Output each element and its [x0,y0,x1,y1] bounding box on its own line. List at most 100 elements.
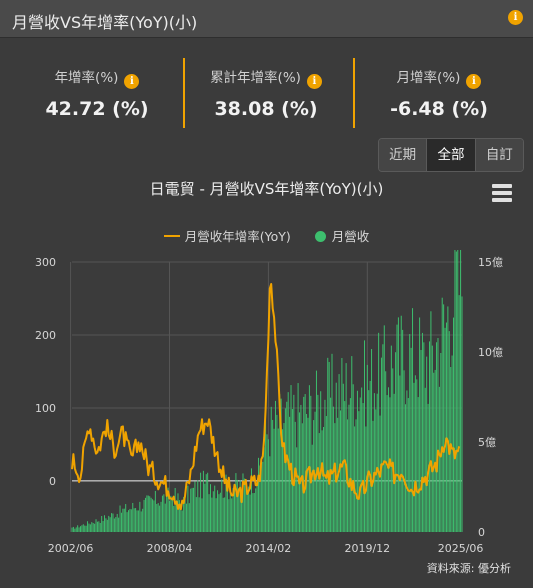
revenue-bar [253,492,255,532]
revenue-bar [276,414,278,532]
revenue-bar [91,522,93,532]
revenue-bar [342,383,344,532]
revenue-bar [99,522,101,532]
revenue-bar [407,398,409,532]
revenue-bar [424,387,426,532]
yoy-line [71,283,461,511]
revenue-bar [163,494,165,532]
stats-row: 年增率(%) i 42.72 (%) 累計年增率(%) i 38.08 (%) 月增… [0,56,533,130]
legend-label-revenue: 月營收 [331,229,370,244]
stat-mom-label: 月增率(%) [396,70,461,86]
revenue-bar [92,523,94,532]
range-all-button[interactable]: 全部 [427,139,476,171]
info-icon[interactable]: i [466,74,482,89]
revenue-bar [123,508,125,532]
revenue-bar [71,527,73,532]
data-source: 資料來源: 優分析 [426,562,511,575]
revenue-bar [263,447,265,532]
revenue-bar [193,487,195,532]
revenue-bar [335,382,337,532]
revenue-bar [397,317,399,532]
legend-item-yoy[interactable]: 月營收年增率(YoY) [163,226,291,245]
stat-yoy-value: 42.72 (%) [45,98,149,120]
stat-mom-value: -6.48 (%) [390,98,488,120]
revenue-bar [129,508,131,532]
revenue-bar [239,480,241,532]
revenue-bar [113,518,115,532]
revenue-bar [383,325,385,532]
revenue-bar [267,439,269,532]
chart-menu-icon[interactable] [489,182,515,206]
legend-item-revenue[interactable]: 月營收 [314,226,370,245]
revenue-bar [178,500,180,532]
chart-title: 日電貿 - 月營收VS年增率(YoY)(小) [149,180,384,198]
revenue-bar [207,472,209,532]
y-right-tick-label: 15億 [478,256,503,269]
legend-label-yoy: 月營收年增率(YoY) [184,229,291,244]
revenue-bar [198,497,200,532]
revenue-bar [371,349,373,532]
range-recent-button[interactable]: 近期 [379,139,428,171]
revenue-bar [245,479,247,532]
revenue-bar [140,511,142,532]
revenue-bar [89,524,91,532]
revenue-bar [200,472,202,532]
revenue-bar [366,364,368,532]
revenue-bar [156,504,158,532]
revenue-bar [197,480,199,532]
revenue-bar [327,357,329,532]
revenue-bar [461,296,463,532]
info-icon[interactable]: i [306,74,322,89]
revenue-bar [400,315,402,532]
revenue-bar [412,308,414,532]
revenue-bar [286,401,288,532]
info-icon[interactable]: i [508,10,523,25]
revenue-bar [436,342,438,532]
revenue-bar [359,397,361,532]
revenue-bar [410,347,412,532]
revenue-bar [382,344,384,532]
revenue-bar [81,525,83,532]
revenue-bar [434,369,436,532]
revenue-bar [78,527,80,532]
revenue-bar [201,498,203,532]
revenue-bar [451,355,453,532]
stat-yoy: 年增率(%) i 42.72 (%) [12,56,182,128]
y-left-tick-label: 300 [35,256,56,269]
revenue-bar [311,444,313,532]
revenue-bar [277,428,279,532]
revenue-bar [330,397,332,532]
revenue-bar [149,496,151,532]
revenue-bar [195,497,197,532]
y-right-tick-label: 5億 [478,436,496,449]
revenue-bar [403,370,405,532]
revenue-bar [364,340,365,532]
revenue-bar [82,524,84,532]
revenue-bar [104,515,105,532]
combo-chart: 0 100 200 300 0 5億 10億 15億 2002/06 2008/04 2014/02… [35,250,503,555]
revenue-bar [226,484,228,532]
info-icon[interactable]: i [124,74,140,89]
revenue-bar [378,332,380,532]
revenue-bar [416,379,418,532]
revenue-bar [328,361,330,532]
revenue-bar [128,510,130,532]
revenue-bar [225,474,227,532]
revenue-bar [214,485,216,532]
revenue-bar [255,488,257,532]
revenue-bar [224,497,226,532]
revenue-bar [228,499,230,532]
range-custom-button[interactable]: 自訂 [475,139,523,171]
revenue-bar [135,508,137,532]
revenue-bar [438,386,440,532]
revenue-bar [116,513,118,532]
revenue-bar [376,393,378,532]
revenue-bar [229,490,231,532]
revenue-bar [279,394,281,532]
revenue-bar [349,398,351,532]
panel-title: 月營收VS年增率(YoY)(小) [12,13,198,32]
revenue-bar [352,384,354,532]
revenue-bar [390,345,392,532]
revenue-bar [419,317,421,532]
revenue-bar [101,516,103,532]
